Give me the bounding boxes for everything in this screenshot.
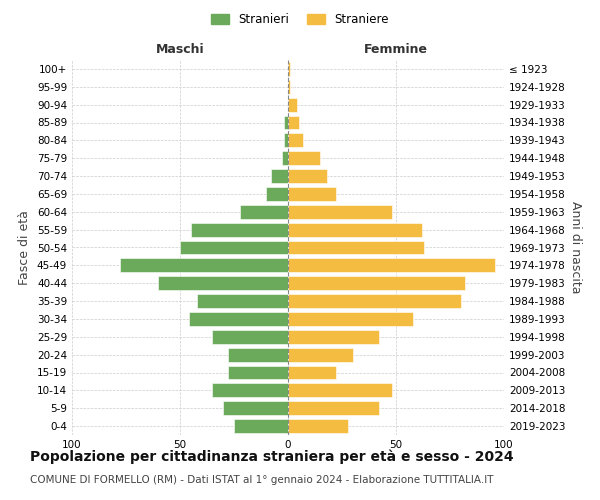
Bar [288,419,349,433]
Bar [227,366,288,380]
Bar [281,151,288,165]
Bar [288,312,413,326]
Bar [288,294,461,308]
Bar [288,116,299,130]
Bar [212,330,288,344]
Bar [284,116,288,130]
Y-axis label: Anni di nascita: Anni di nascita [569,201,582,294]
Bar [188,312,288,326]
Bar [288,205,392,219]
Bar [191,222,288,236]
Bar [288,80,290,94]
Bar [197,294,288,308]
Bar [119,258,288,272]
Bar [288,384,392,398]
Bar [227,348,288,362]
Bar [158,276,288,290]
Text: Maschi: Maschi [155,44,205,57]
Bar [288,401,379,415]
Text: COMUNE DI FORMELLO (RM) - Dati ISTAT al 1° gennaio 2024 - Elaborazione TUTTITALI: COMUNE DI FORMELLO (RM) - Dati ISTAT al … [30,475,493,485]
Bar [288,62,290,76]
Text: Popolazione per cittadinanza straniera per età e sesso - 2024: Popolazione per cittadinanza straniera p… [30,450,514,464]
Bar [288,258,496,272]
Bar [234,419,288,433]
Bar [212,384,288,398]
Bar [288,276,465,290]
Bar [288,98,296,112]
Bar [271,169,288,183]
Bar [288,169,327,183]
Bar [288,240,424,254]
Bar [288,366,335,380]
Bar [288,151,320,165]
Bar [266,187,288,201]
Y-axis label: Fasce di età: Fasce di età [19,210,31,285]
Bar [288,330,379,344]
Bar [288,134,303,147]
Bar [288,187,335,201]
Bar [288,222,422,236]
Bar [284,134,288,147]
Bar [180,240,288,254]
Text: Femmine: Femmine [364,44,428,57]
Bar [288,348,353,362]
Legend: Stranieri, Straniere: Stranieri, Straniere [206,8,394,31]
Bar [241,205,288,219]
Bar [223,401,288,415]
